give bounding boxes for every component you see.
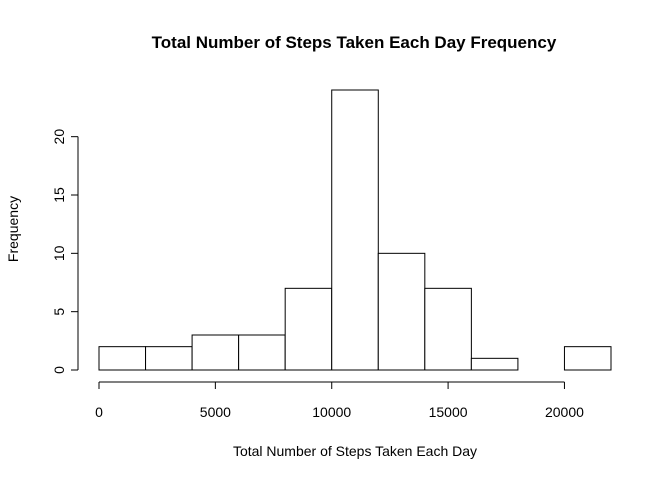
x-axis-label: Total Number of Steps Taken Each Day bbox=[233, 443, 477, 459]
histogram-bar-4 bbox=[284, 287, 333, 371]
y-tick-label-3: 15 bbox=[51, 187, 67, 203]
histogram-bar-2 bbox=[191, 334, 240, 371]
y-tick-label-2: 10 bbox=[51, 245, 67, 261]
x-tick-label-1: 5000 bbox=[200, 404, 231, 420]
chart-title: Total Number of Steps Taken Each Day Fre… bbox=[152, 33, 557, 52]
y-tick-label-4: 20 bbox=[51, 129, 67, 145]
x-axis: 0 5000 10000 15000 20000 bbox=[95, 381, 584, 420]
x-tick-label-3: 15000 bbox=[429, 404, 468, 420]
histogram-bar-10 bbox=[563, 346, 612, 371]
histogram-bar-8 bbox=[470, 357, 519, 371]
x-tick-label-2: 10000 bbox=[312, 404, 351, 420]
x-tick-label-0: 0 bbox=[95, 404, 103, 420]
y-tick-label-1: 5 bbox=[51, 308, 67, 316]
y-axis-label: Frequency bbox=[5, 196, 21, 262]
histogram-bar-1 bbox=[145, 346, 193, 371]
histogram-bar-7 bbox=[424, 287, 472, 371]
histogram-bar-3 bbox=[238, 334, 286, 371]
histogram-bar-6 bbox=[377, 252, 426, 371]
y-tick-label-0: 0 bbox=[51, 366, 67, 374]
histogram-bar-5 bbox=[331, 89, 379, 371]
histogram-bars bbox=[98, 89, 612, 371]
y-axis: 0 5 10 15 20 bbox=[51, 129, 79, 374]
histogram-bar-0 bbox=[98, 346, 147, 371]
x-tick-label-4: 20000 bbox=[545, 404, 584, 420]
